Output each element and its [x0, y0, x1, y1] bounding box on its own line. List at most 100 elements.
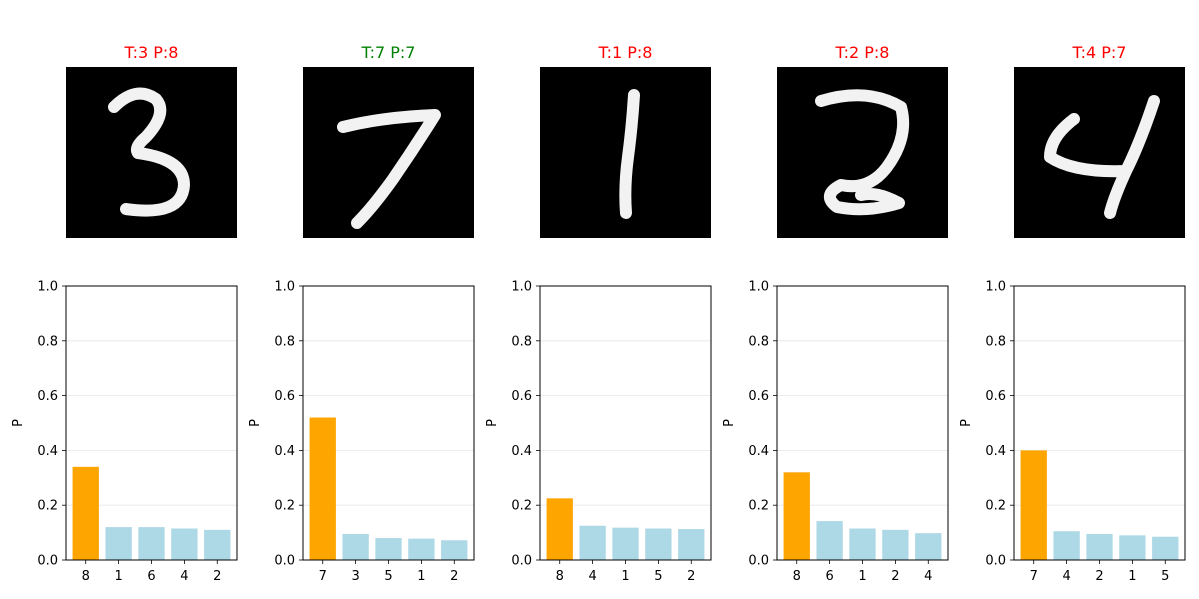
- y-tick-label: 1.0: [985, 280, 1006, 295]
- x-tick-label: 8: [793, 569, 801, 584]
- y-tick-label: 0.0: [748, 554, 769, 569]
- x-tick-label: 5: [654, 569, 662, 584]
- axes-frame: [1013, 285, 1186, 561]
- bar: [138, 527, 165, 560]
- y-axis-label: P: [722, 419, 737, 427]
- x-tick-label: 5: [1161, 569, 1169, 584]
- y-tick-label: 0.2: [37, 499, 58, 514]
- digit-image: [1014, 67, 1185, 238]
- bar: [915, 533, 942, 560]
- y-tick-label: 0.0: [985, 554, 1006, 569]
- y-tick-label: 0.4: [511, 444, 532, 459]
- y-tick-label: 0.8: [748, 334, 769, 349]
- panel-title: T:2 P:8: [835, 43, 890, 62]
- y-tick-label: 0.2: [274, 499, 295, 514]
- y-tick-label: 0.0: [37, 554, 58, 569]
- bar: [408, 538, 435, 560]
- x-tick-label: 1: [114, 569, 122, 584]
- x-tick-label: 1: [621, 569, 629, 584]
- bar: [105, 527, 132, 560]
- bar: [783, 472, 810, 560]
- y-tick-label: 0.0: [511, 554, 532, 569]
- y-tick-label: 0.4: [274, 444, 295, 459]
- bar: [72, 466, 99, 560]
- y-axis-label: P: [485, 419, 500, 427]
- bar: [882, 529, 909, 560]
- axes-frame: [302, 285, 475, 561]
- panel-title: T:7 P:7: [361, 43, 416, 62]
- image-background: [303, 67, 474, 238]
- y-tick-label: 1.0: [37, 280, 58, 295]
- x-tick-label: 2: [450, 569, 458, 584]
- y-axis-label: P: [248, 419, 263, 427]
- bar: [816, 521, 843, 560]
- x-tick-label: 8: [556, 569, 564, 584]
- y-tick-label: 0.8: [37, 334, 58, 349]
- bar: [1020, 450, 1047, 560]
- bar: [441, 540, 468, 560]
- y-tick-label: 1.0: [274, 280, 295, 295]
- panel-title: T:4 P:7: [1072, 43, 1127, 62]
- panel-title: T:1 P:8: [598, 43, 653, 62]
- digit-image: [303, 67, 474, 238]
- bar: [342, 533, 369, 560]
- bar: [204, 529, 231, 560]
- x-tick-label: 8: [82, 569, 90, 584]
- y-tick-label: 0.4: [748, 444, 769, 459]
- digit-stroke: [337, 109, 441, 229]
- axes-frame: [65, 285, 238, 561]
- bar: [171, 528, 198, 560]
- y-tick-label: 0.6: [274, 389, 295, 404]
- digit-stroke: [1044, 95, 1160, 219]
- digit-image: [66, 67, 237, 238]
- x-tick-label: 2: [891, 569, 899, 584]
- y-tick-label: 0.0: [274, 554, 295, 569]
- y-tick-label: 0.2: [748, 499, 769, 514]
- y-tick-label: 0.6: [748, 389, 769, 404]
- bar: [375, 538, 402, 560]
- digit-stroke: [619, 89, 640, 219]
- x-tick-label: 1: [858, 569, 866, 584]
- bar: [309, 417, 336, 560]
- bar: [612, 527, 639, 560]
- x-tick-label: 4: [1062, 569, 1070, 584]
- y-tick-label: 1.0: [748, 280, 769, 295]
- axes-frame: [539, 285, 712, 561]
- y-axis-label: P: [959, 419, 974, 427]
- x-tick-label: 2: [1095, 569, 1103, 584]
- panel-title: T:3 P:8: [124, 43, 179, 62]
- x-tick-label: 7: [319, 569, 327, 584]
- digit-stroke: [108, 87, 190, 217]
- x-tick-label: 1: [1128, 569, 1136, 584]
- digit-image: [777, 67, 948, 238]
- bar: [1152, 536, 1179, 560]
- y-tick-label: 0.8: [511, 334, 532, 349]
- y-tick-label: 1.0: [511, 280, 532, 295]
- bar: [849, 528, 876, 560]
- bar: [546, 498, 573, 560]
- axes-frame: [776, 285, 949, 561]
- x-tick-label: 4: [180, 569, 188, 584]
- x-tick-label: 1: [417, 569, 425, 584]
- x-tick-label: 7: [1030, 569, 1038, 584]
- x-tick-label: 3: [351, 569, 359, 584]
- y-tick-label: 0.6: [985, 389, 1006, 404]
- x-tick-label: 4: [924, 569, 932, 584]
- bar: [678, 529, 705, 560]
- bar: [1086, 533, 1113, 560]
- x-tick-label: 2: [213, 569, 221, 584]
- y-tick-label: 0.2: [985, 499, 1006, 514]
- x-tick-label: 4: [588, 569, 596, 584]
- digit-stroke: [815, 89, 910, 216]
- y-tick-label: 0.8: [274, 334, 295, 349]
- y-axis-label: P: [11, 419, 26, 427]
- y-tick-label: 0.2: [511, 499, 532, 514]
- digit-image: [540, 67, 711, 238]
- image-background: [1014, 67, 1185, 238]
- bar: [1119, 535, 1146, 560]
- x-tick-label: 5: [384, 569, 392, 584]
- y-tick-label: 0.8: [985, 334, 1006, 349]
- bar: [645, 528, 672, 560]
- bar: [1053, 531, 1080, 560]
